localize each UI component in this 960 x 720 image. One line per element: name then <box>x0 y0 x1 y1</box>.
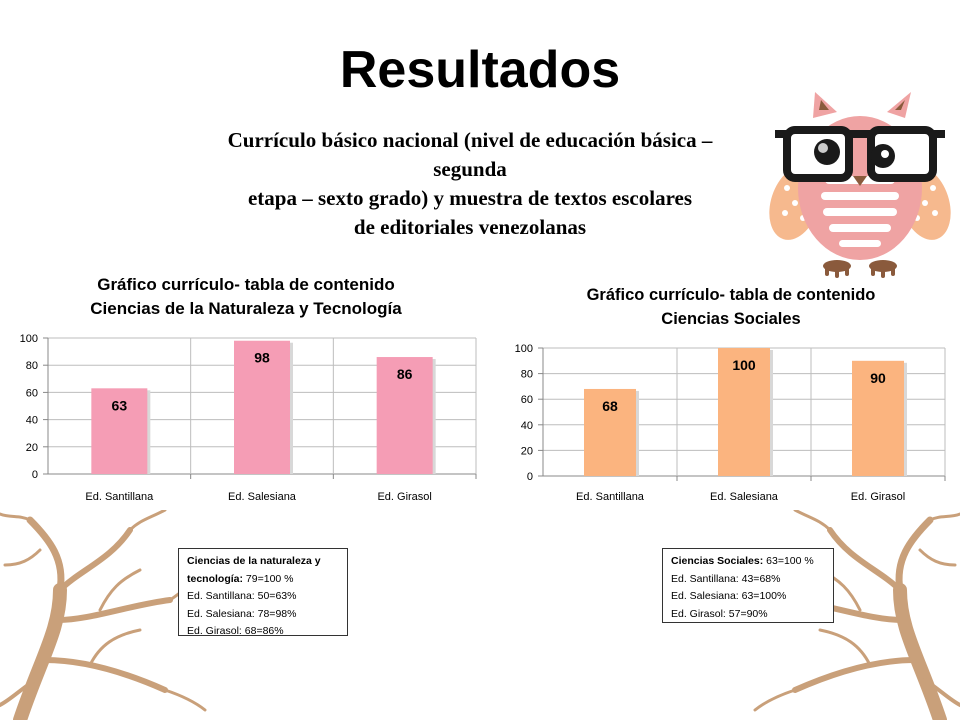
note-right-line-3: Ed. Girasol: 57=90% <box>671 607 768 620</box>
subtitle-line-2: segunda <box>433 157 507 181</box>
note-left-heading-value: 79=100 % <box>243 572 294 585</box>
y-tick-label: 100 <box>20 333 38 345</box>
bar <box>91 388 148 474</box>
y-tick-label: 0 <box>32 469 38 481</box>
bar <box>376 357 433 474</box>
category-label: Ed. Salesiana <box>228 491 297 503</box>
slide-title: Resultados <box>339 41 621 99</box>
data-label: 90 <box>870 370 886 386</box>
category-label: Ed. Girasol <box>851 491 905 503</box>
y-tick-label: 20 <box>521 445 533 457</box>
slide-subtitle: Currículo básico nacional (nivel de educ… <box>180 126 760 242</box>
category-label: Ed. Santillana <box>85 491 154 503</box>
y-tick-label: 0 <box>527 471 533 483</box>
category-label: Ed. Santillana <box>576 491 645 503</box>
note-ciencias-sociales: Ciencias Sociales: 63=100 % Ed. Santilla… <box>662 548 834 623</box>
note-left-line-3: Ed. Girasol: 68=86% <box>187 625 284 637</box>
y-tick-label: 80 <box>26 360 38 372</box>
note-left-heading: Ciencias de la naturaleza y tecnología: <box>187 555 321 585</box>
category-label: Ed. Girasol <box>377 491 431 503</box>
owl-with-glasses-icon <box>769 92 951 278</box>
bar <box>584 388 636 476</box>
category-label: Ed. Salesiana <box>710 491 779 503</box>
chart-ciencias-sociales: Gráfico currículo- tabla de contenido Cie… <box>515 286 946 503</box>
y-tick-label: 100 <box>515 343 533 355</box>
chart-title-line: Ciencias Sociales <box>661 310 800 328</box>
note-right-line-1: Ed. Santillana: 43=68% <box>671 572 781 585</box>
data-label: 100 <box>732 357 756 373</box>
note-right-heading-value: 63=100 % <box>763 555 814 567</box>
data-label: 98 <box>254 350 270 366</box>
chart-ciencias-naturaleza: Gráfico currículo- tabla de contenido Cie… <box>20 275 477 503</box>
bar <box>718 348 770 476</box>
subtitle-line-4: de editoriales venezolanas <box>353 215 587 239</box>
y-tick-label: 60 <box>26 387 38 399</box>
bar <box>234 340 290 474</box>
note-right-line-2: Ed. Salesiana: 63=100% <box>671 590 787 602</box>
y-tick-label: 20 <box>26 442 38 454</box>
y-tick-label: 60 <box>521 394 533 406</box>
y-tick-label: 40 <box>26 415 38 427</box>
chart-title-line: Gráfico currículo- tabla de contenido <box>97 275 395 294</box>
y-tick-label: 40 <box>521 420 533 432</box>
bar <box>852 360 904 476</box>
data-label: 86 <box>397 366 413 382</box>
subtitle-line-3: etapa – sexto grado) y muestra de textos… <box>247 186 692 210</box>
data-label: 63 <box>112 397 128 413</box>
y-tick-label: 80 <box>521 369 533 381</box>
tree-left-decoration <box>0 510 207 720</box>
subtitle-line-1: Currículo básico nacional (nivel de educ… <box>227 128 713 152</box>
chart-title-line: Gráfico currículo- tabla de contenido <box>587 286 876 304</box>
data-label: 68 <box>602 398 618 414</box>
note-left-line-2: Ed. Salesiana: 78=98% <box>187 607 297 620</box>
chart-title-line: Ciencias de la Naturaleza y Tecnología <box>90 299 402 318</box>
note-ciencias-naturaleza: Ciencias de la naturaleza y tecnología: … <box>178 548 348 637</box>
note-right-heading: Ciencias Sociales: <box>671 555 764 567</box>
note-left-line-1: Ed. Santillana: 50=63% <box>187 590 297 602</box>
